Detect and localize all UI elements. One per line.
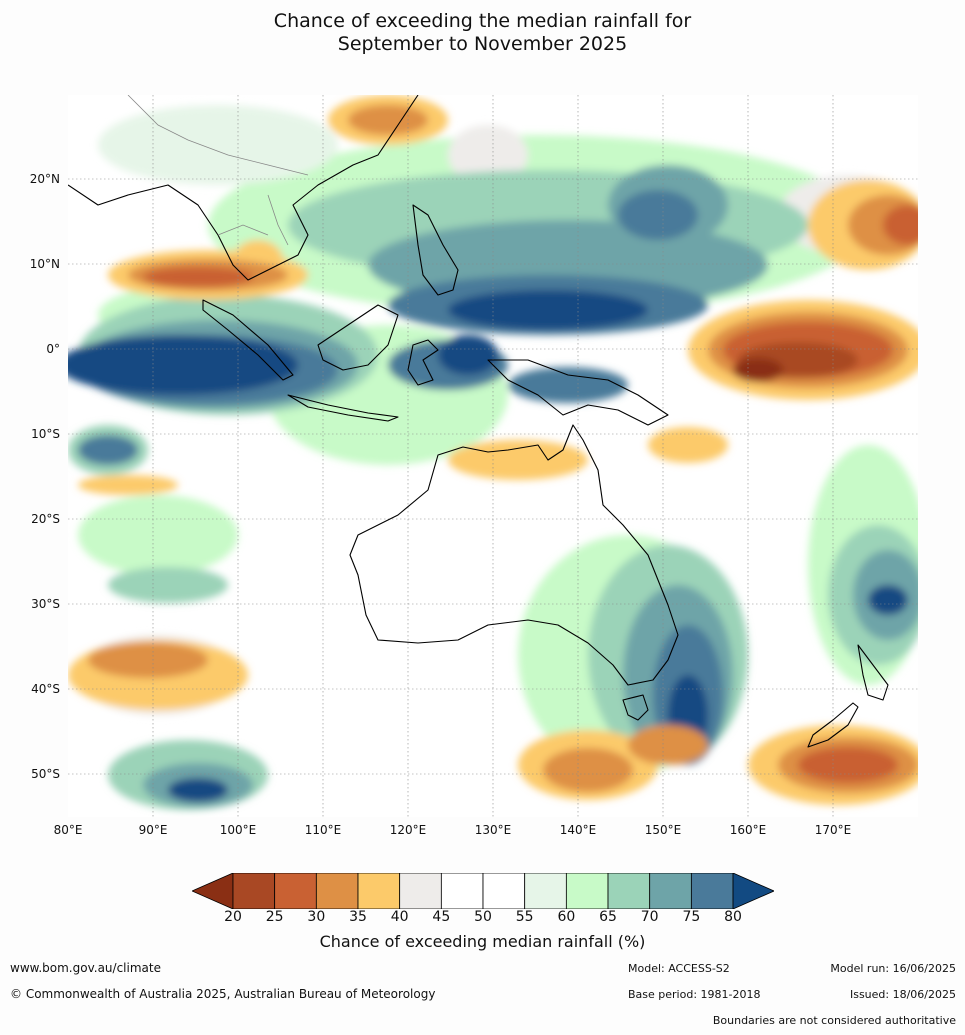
sulawesi-coastline — [407, 339, 439, 386]
colorbar-tick-label: 75 — [682, 909, 701, 925]
colorbar-tick-label: 40 — [390, 909, 409, 925]
footer-url: www.bom.gov.au/climate — [10, 961, 161, 975]
lat-label-20n: 20°N — [29, 172, 60, 186]
coastlines — [68, 95, 889, 748]
footer-disclaimer: Boundaries are not considered authoritat… — [712, 1014, 956, 1027]
lat-label-50s: 50°S — [31, 767, 60, 781]
colorbar-tick-label: 45 — [432, 909, 451, 925]
title-line-1: Chance of exceeding the median rainfall … — [273, 10, 692, 32]
lon-label-100e: 100°E — [219, 823, 257, 837]
colorbar-swatch — [690, 872, 734, 910]
lon-label-160e: 160°E — [729, 823, 767, 837]
colorbar-tick-label: 20 — [224, 909, 242, 925]
java-coastline — [287, 394, 399, 422]
lat-label-20s: 20°S — [31, 512, 60, 526]
colorbar-tick-label: 60 — [557, 909, 576, 925]
title-line-2: September to November 2025 — [337, 33, 628, 55]
lat-label-0: 0° — [46, 342, 60, 356]
colorbar-extend-high — [732, 872, 776, 910]
footer-model-run: Model run: 16/06/2025 — [830, 962, 956, 975]
colorbar-swatch — [524, 872, 567, 910]
lon-label-170e: 170°E — [814, 823, 852, 837]
footer-issued: Issued: 18/06/2025 — [849, 988, 956, 1001]
rainfall-map — [68, 95, 918, 817]
colorbar — [191, 872, 776, 910]
probability-field — [68, 95, 918, 810]
colorbar-tick-label: 30 — [307, 909, 326, 925]
borneo-coastline — [317, 304, 399, 371]
colorbar-tick-label: 35 — [349, 909, 367, 925]
colorbar-swatch — [399, 872, 442, 910]
new-zealand-south-coastline — [807, 702, 859, 748]
colorbar-swatch — [482, 872, 526, 910]
colorbar-tick-label: 50 — [474, 909, 492, 925]
colorbar-svg — [191, 872, 776, 910]
lon-label-80e: 80°E — [53, 823, 83, 837]
new-zealand-north-coastline — [857, 644, 889, 701]
lat-label-10n: 10°N — [29, 257, 60, 271]
philippines-coastline — [412, 204, 459, 296]
colorbar-tick-label: 25 — [265, 909, 284, 925]
australia-coastline — [349, 424, 679, 686]
sumatra-coastline — [202, 299, 294, 381]
lon-label-120e: 120°E — [389, 823, 427, 837]
colorbar-tick-label: 80 — [724, 909, 742, 925]
colorbar-extend-low — [191, 872, 234, 910]
colorbar-swatch — [440, 872, 484, 910]
colorbar-swatch — [607, 872, 651, 910]
lon-label-130e: 130°E — [474, 823, 512, 837]
country-borders — [127, 95, 309, 246]
lon-label-90e: 90°E — [138, 823, 168, 837]
lat-label-10s: 10°S — [31, 427, 60, 441]
footer-base-period: Base period: 1981-2018 — [628, 988, 761, 1001]
colorbar-swatch — [315, 872, 359, 910]
lon-label-150e: 150°E — [644, 823, 682, 837]
new-guinea-coastline — [487, 359, 669, 426]
lat-label-30s: 30°S — [31, 597, 60, 611]
lat-label-40s: 40°S — [31, 682, 60, 696]
colorbar-tick-label: 65 — [599, 909, 617, 925]
footer-copyright: © Commonwealth of Australia 2025, Austra… — [10, 987, 436, 1001]
footer-model: Model: ACCESS-S2 — [628, 962, 730, 975]
colorbar-swatch — [274, 872, 317, 910]
lon-label-110e: 110°E — [304, 823, 342, 837]
colorbar-label: Chance of exceeding median rainfall (%) — [319, 932, 646, 951]
mainland-asia-coastline — [68, 95, 419, 281]
colorbar-swatch — [357, 872, 401, 910]
map-canvas — [68, 95, 918, 817]
colorbar-tick-label: 55 — [515, 909, 534, 925]
map-title: Chance of exceeding the median rainfall … — [0, 10, 965, 56]
colorbar-swatch — [565, 872, 609, 910]
colorbar-swatch — [649, 872, 692, 910]
colorbar-tick-label: 70 — [640, 909, 659, 925]
colorbar-swatch — [232, 872, 276, 910]
lon-label-140e: 140°E — [559, 823, 597, 837]
graticule — [68, 95, 918, 817]
tasmania-coastline — [622, 694, 649, 721]
